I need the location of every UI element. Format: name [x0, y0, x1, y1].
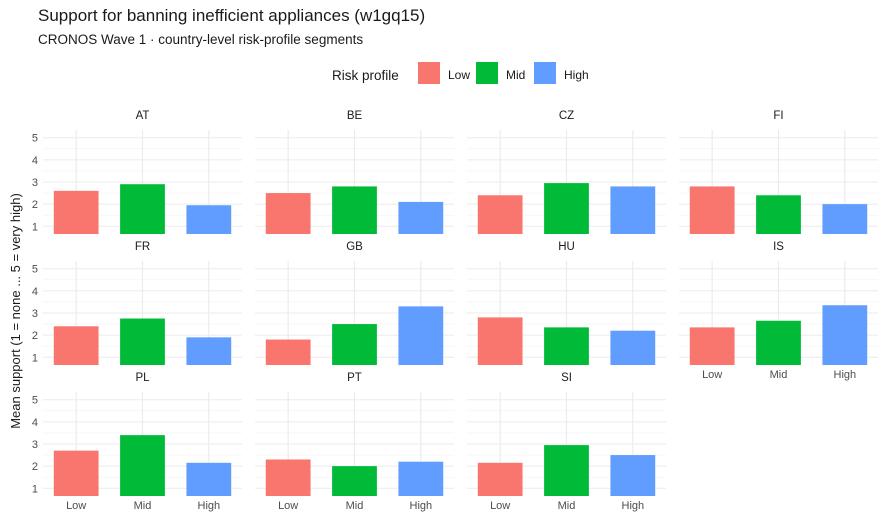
y-tick-label: 3 [32, 439, 38, 451]
bar-si-high [610, 455, 656, 496]
x-tick-label-low: Low [490, 500, 510, 512]
bar-hu-mid [544, 327, 589, 365]
panel-label-hu: HU [558, 241, 575, 253]
legend-swatch-mid [476, 62, 498, 84]
y-tick-label: 2 [32, 461, 38, 473]
legend-label-mid: Mid [506, 68, 525, 82]
bar-fi-mid [756, 195, 801, 234]
bar-pt-low [265, 459, 311, 496]
legend-title: Risk profile [332, 68, 399, 83]
bar-is-high [822, 305, 868, 365]
legend-label-low: Low [448, 68, 470, 82]
x-tick-label-mid: Mid [558, 500, 576, 512]
y-tick-label: 2 [32, 330, 38, 342]
bar-at-low [53, 190, 99, 234]
bar-at-mid [120, 184, 165, 234]
bar-hu-high [610, 330, 656, 365]
y-tick-label: 4 [32, 286, 38, 298]
panel-label-fi: FI [773, 110, 783, 122]
y-tick-label: 4 [32, 155, 38, 167]
bar-fr-low [53, 326, 99, 365]
x-tick-label-low: Low [278, 500, 298, 512]
y-tick-label: 5 [32, 133, 38, 145]
bar-be-mid [332, 186, 377, 234]
y-tick-label: 4 [32, 417, 38, 429]
bar-gb-high [398, 306, 444, 365]
y-tick-label: 3 [32, 177, 38, 189]
bar-fi-low [689, 186, 735, 234]
bar-cz-mid [544, 183, 589, 234]
bar-fr-mid [120, 318, 165, 365]
y-tick-label: 2 [32, 199, 38, 211]
legend-swatch-low [418, 62, 440, 84]
bar-be-high [398, 201, 444, 234]
panel-label-is: IS [773, 241, 784, 253]
bar-gb-low [265, 339, 311, 365]
bar-si-mid [544, 445, 589, 496]
bar-fr-high [186, 337, 232, 365]
bar-pl-low [53, 450, 99, 496]
bar-be-low [265, 193, 311, 234]
y-tick-label: 1 [32, 352, 38, 364]
bar-at-high [186, 205, 232, 234]
bar-gb-mid [332, 324, 377, 365]
panel-label-cz: CZ [559, 110, 574, 122]
bar-cz-low [477, 195, 523, 234]
y-tick-label: 1 [32, 483, 38, 495]
x-tick-label-mid: Mid [770, 369, 788, 381]
legend-swatch-high [534, 62, 556, 84]
x-tick-label-high: High [834, 369, 857, 381]
bar-hu-low [477, 317, 523, 365]
bar-pt-high [398, 461, 444, 496]
bar-is-mid [756, 320, 801, 365]
y-axis-title: Mean support (1 = none ... 5 = very high… [8, 193, 23, 429]
x-tick-label-mid: Mid [346, 500, 364, 512]
panel-label-pt: PT [347, 372, 362, 384]
x-tick-label-high: High [410, 500, 433, 512]
panel-label-pl: PL [135, 372, 150, 384]
panel-label-gb: GB [346, 241, 363, 253]
bar-is-low [689, 327, 735, 365]
bar-pl-high [186, 462, 232, 496]
chart-title: Support for banning inefficient applianc… [38, 6, 426, 25]
y-tick-label: 5 [32, 264, 38, 276]
y-tick-label: 1 [32, 221, 38, 233]
bar-cz-high [610, 186, 656, 234]
chart-subtitle: CRONOS Wave 1 · country-level risk-profi… [38, 32, 364, 47]
bar-fi-high [822, 204, 868, 234]
x-tick-label-low: Low [702, 369, 722, 381]
bar-si-low [477, 462, 523, 496]
x-tick-label-high: High [622, 500, 645, 512]
y-tick-label: 3 [32, 308, 38, 320]
panel-label-fr: FR [135, 241, 150, 253]
panel-label-at: AT [136, 110, 150, 122]
x-tick-label-low: Low [66, 500, 86, 512]
bar-pt-mid [332, 466, 377, 496]
x-tick-label-high: High [198, 500, 221, 512]
y-tick-label: 5 [32, 395, 38, 407]
panel-label-be: BE [347, 110, 363, 122]
bar-pl-mid [120, 435, 165, 496]
panel-label-si: SI [561, 372, 572, 384]
x-tick-label-mid: Mid [134, 500, 152, 512]
legend-label-high: High [564, 68, 589, 82]
